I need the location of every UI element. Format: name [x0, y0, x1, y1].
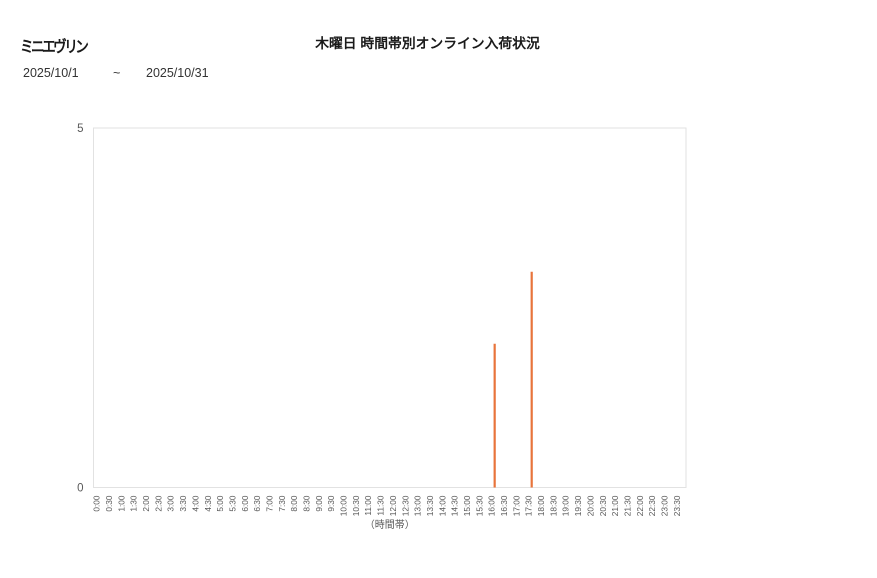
svg-text:10:30: 10:30 — [351, 495, 361, 516]
svg-text:13:30: 13:30 — [425, 495, 435, 516]
svg-text:4:00: 4:00 — [190, 495, 200, 512]
svg-text:16:30: 16:30 — [499, 495, 509, 516]
svg-text:21:00: 21:00 — [610, 495, 620, 516]
svg-text:12:00: 12:00 — [388, 495, 398, 516]
svg-text:1:00: 1:00 — [116, 495, 126, 512]
svg-text:7:30: 7:30 — [277, 495, 287, 512]
svg-text:11:30: 11:30 — [376, 495, 386, 516]
svg-text:14:30: 14:30 — [450, 495, 460, 516]
svg-text:6:00: 6:00 — [240, 495, 250, 512]
svg-text:20:00: 20:00 — [585, 495, 595, 516]
svg-text:15:30: 15:30 — [474, 495, 484, 516]
svg-text:0:00: 0:00 — [92, 495, 102, 512]
svg-text:5:00: 5:00 — [215, 495, 225, 512]
svg-text:9:30: 9:30 — [326, 495, 336, 512]
svg-text:21:30: 21:30 — [622, 495, 632, 516]
svg-text:22:30: 22:30 — [647, 495, 657, 516]
svg-text:17:30: 17:30 — [524, 495, 534, 516]
svg-text:6:30: 6:30 — [252, 495, 262, 512]
svg-text:19:30: 19:30 — [573, 495, 583, 516]
svg-text:1:30: 1:30 — [129, 495, 139, 512]
svg-text:12:30: 12:30 — [400, 495, 410, 516]
svg-text:3:00: 3:00 — [166, 495, 176, 512]
svg-text:18:00: 18:00 — [536, 495, 546, 516]
svg-text:22:00: 22:00 — [635, 495, 645, 516]
svg-text:5: 5 — [77, 123, 83, 135]
svg-text:3:30: 3:30 — [178, 495, 188, 512]
svg-text:23:00: 23:00 — [659, 495, 669, 516]
svg-text:7:00: 7:00 — [264, 495, 274, 512]
svg-text:15:00: 15:00 — [462, 495, 472, 516]
svg-text:10:00: 10:00 — [339, 495, 349, 516]
svg-text:8:30: 8:30 — [302, 495, 312, 512]
svg-text:13:00: 13:00 — [413, 495, 423, 516]
svg-text:2:00: 2:00 — [141, 495, 151, 512]
svg-text:16:00: 16:00 — [487, 495, 497, 516]
svg-text:（時間帯）: （時間帯） — [365, 518, 415, 531]
svg-text:14:00: 14:00 — [437, 495, 447, 516]
svg-text:0: 0 — [77, 483, 83, 495]
svg-text:18:30: 18:30 — [548, 495, 558, 516]
svg-text:9:00: 9:00 — [314, 495, 324, 512]
svg-text:11:00: 11:00 — [363, 495, 373, 516]
svg-text:2:30: 2:30 — [153, 495, 163, 512]
svg-text:23:30: 23:30 — [672, 495, 682, 516]
svg-text:0:30: 0:30 — [104, 495, 114, 512]
svg-text:19:00: 19:00 — [561, 495, 571, 516]
svg-text:4:30: 4:30 — [203, 495, 213, 512]
svg-text:8:00: 8:00 — [289, 495, 299, 512]
svg-text:5:30: 5:30 — [227, 495, 237, 512]
svg-text:20:30: 20:30 — [598, 495, 608, 516]
svg-text:17:00: 17:00 — [511, 495, 521, 516]
